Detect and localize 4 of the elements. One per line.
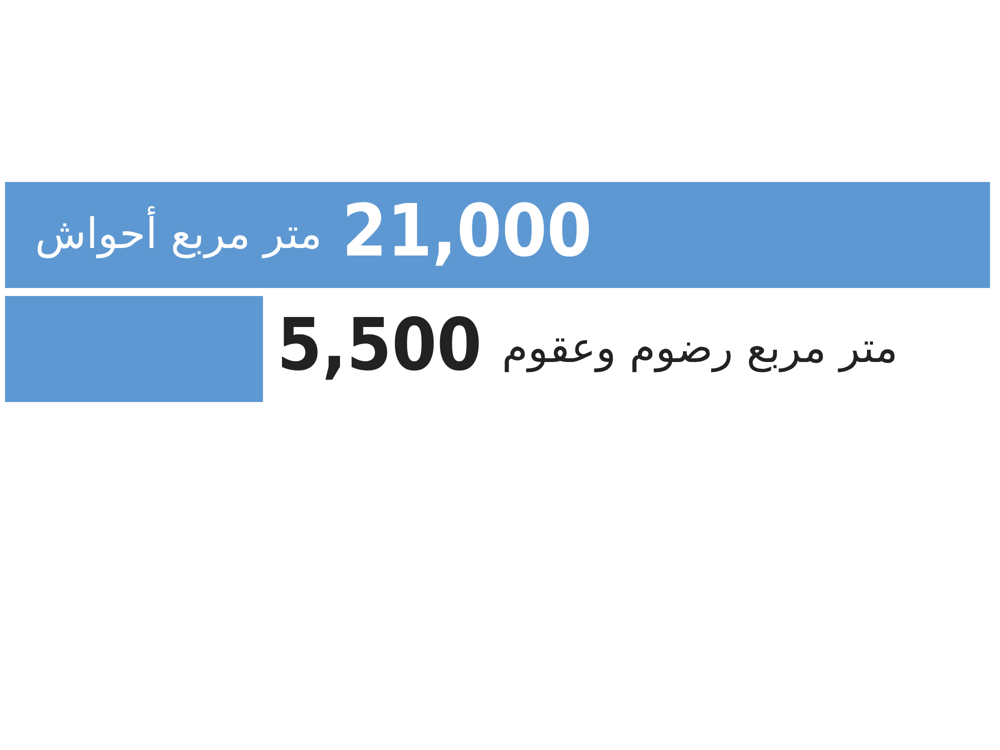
y-tick-label: متر مربع رضوم وعقوم [502,322,898,373]
data-label: 21,000 [342,188,592,273]
data-label: 5,500 [276,302,482,387]
y-tick-label: متر مربع أحواش [34,206,322,259]
